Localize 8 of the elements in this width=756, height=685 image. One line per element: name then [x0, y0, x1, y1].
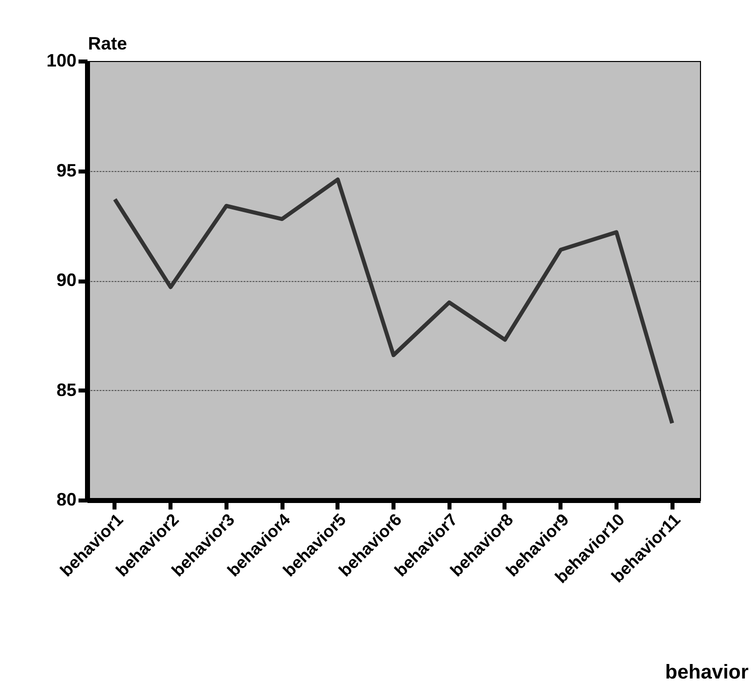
y-tick-label: 95	[56, 160, 76, 180]
y-tick-label: 100	[46, 50, 76, 70]
line-series	[112, 178, 674, 426]
x-axis-title: behavior	[665, 662, 749, 684]
y-tick-label: 85	[56, 380, 76, 400]
y-axis-title: Rate	[88, 34, 128, 54]
y-tick-label: 80	[56, 490, 76, 510]
y-tick-label: 90	[56, 270, 76, 290]
